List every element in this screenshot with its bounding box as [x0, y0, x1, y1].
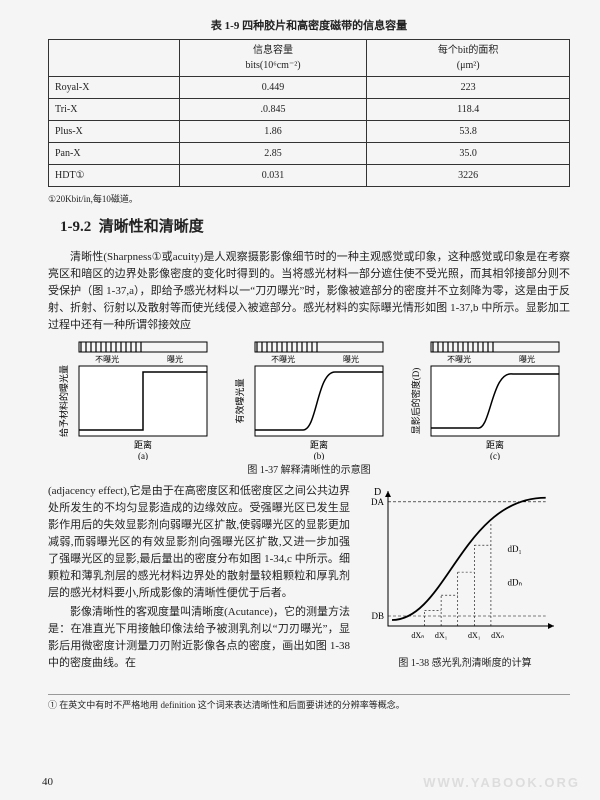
- svg-text:距离: 距离: [310, 439, 328, 450]
- svg-text:DA: DA: [371, 497, 384, 507]
- watermark: WWW.YABOOK.ORG: [423, 773, 580, 793]
- svg-text:(c): (c): [490, 451, 500, 460]
- svg-text:曝光: 曝光: [167, 354, 183, 364]
- paragraph-3: 影像清晰性的客观度量叫清晰度(Acutance)，它的测量方法是：在准直光下用接…: [48, 604, 350, 672]
- svg-text:dX₁: dX₁: [468, 631, 481, 640]
- section-heading: 1-9.2 清晰性和清晰度: [60, 216, 570, 239]
- table-cell: 223: [367, 76, 570, 98]
- table-row: Pan-X2.8535.0: [49, 142, 570, 164]
- table-footnote: ①20Kbit/in,每10磁道。: [48, 193, 570, 207]
- svg-text:不曝光: 不曝光: [95, 354, 119, 364]
- svg-text:D: D: [374, 487, 381, 498]
- table-cell: 0.449: [179, 76, 367, 98]
- svg-text:dXₙ: dXₙ: [491, 631, 504, 640]
- table-cell: 2.85: [179, 142, 367, 164]
- svg-text:不曝光: 不曝光: [447, 354, 471, 364]
- svg-text:距离: 距离: [486, 439, 504, 450]
- table-cell: HDT①: [49, 164, 180, 186]
- svg-text:距离: 距离: [134, 439, 152, 450]
- paragraph-1: 清晰性(Sharpness①或acuity)是人观察摄影影像细节时的一种主观感觉…: [48, 249, 570, 334]
- svg-text:DB: DB: [371, 611, 384, 621]
- table-cell: 53.8: [367, 120, 570, 142]
- info-capacity-table: 信息容量 bits(10⁶cm⁻²) 每个bit的面积 (μm²) Royal-…: [48, 39, 570, 187]
- footnote-2: ① 在英文中有时不严格地用 definition 这个词来表达清晰性和后面要讲述…: [48, 694, 570, 713]
- svg-text:曝光: 曝光: [519, 354, 535, 364]
- svg-text:不曝光: 不曝光: [271, 354, 295, 364]
- table-cell: 3226: [367, 164, 570, 186]
- figure-1-37: 不曝光曝光给予材料的曝光量距离(a)不曝光曝光有效曝光量距离(b)不曝光曝光显影…: [48, 340, 570, 460]
- table-row: HDT①0.0313226: [49, 164, 570, 186]
- table-cell: Tri-X: [49, 98, 180, 120]
- table-cell: 118.4: [367, 98, 570, 120]
- svg-text:dX₁: dX₁: [435, 631, 448, 640]
- svg-text:曝光: 曝光: [343, 354, 359, 364]
- table-row: Royal-X0.449223: [49, 76, 570, 98]
- col-header-2: 每个bit的面积 (μm²): [367, 39, 570, 76]
- col-header-0: [49, 39, 180, 76]
- table-row: Tri-X.0.845118.4: [49, 98, 570, 120]
- page-number: 40: [42, 774, 53, 791]
- svg-text:dXₙ: dXₙ: [411, 631, 424, 640]
- col-header-1: 信息容量 bits(10⁶cm⁻²): [179, 39, 367, 76]
- table-caption: 表 1-9 四种胶片和高密度磁带的信息容量: [48, 18, 570, 35]
- table-cell: 0.031: [179, 164, 367, 186]
- svg-text:(a): (a): [138, 451, 148, 460]
- figure-1-38: DA DB dD₁ dDₙ dXₙ dX₁ dX₁ dXₙ D: [360, 483, 570, 654]
- svg-text:显影后的密度(D): 显影后的密度(D): [410, 367, 421, 434]
- svg-text:有效曝光量: 有效曝光量: [234, 378, 245, 423]
- table-cell: 1.86: [179, 120, 367, 142]
- table-cell: 35.0: [367, 142, 570, 164]
- paragraph-2: (adjacency effect),它是由于在高密度区和低密度区之间公共边界处…: [48, 483, 350, 602]
- fig138-caption: 图 1-38 感光乳剂清晰度的计算: [360, 656, 570, 671]
- section-number: 1-9.2: [60, 219, 91, 235]
- fig137-caption: 图 1-37 解释清晰性的示意图: [48, 463, 570, 478]
- table-row: Plus-X1.8653.8: [49, 120, 570, 142]
- table-cell: Plus-X: [49, 120, 180, 142]
- svg-text:dD₁: dD₁: [508, 543, 522, 553]
- svg-text:(b): (b): [314, 451, 325, 460]
- svg-text:dDₙ: dDₙ: [508, 577, 523, 587]
- table-cell: Pan-X: [49, 142, 180, 164]
- svg-text:给予材料的曝光量: 给予材料的曝光量: [58, 365, 69, 437]
- table-cell: Royal-X: [49, 76, 180, 98]
- section-title-text: 清晰性和清晰度: [99, 219, 204, 235]
- table-cell: .0.845: [179, 98, 367, 120]
